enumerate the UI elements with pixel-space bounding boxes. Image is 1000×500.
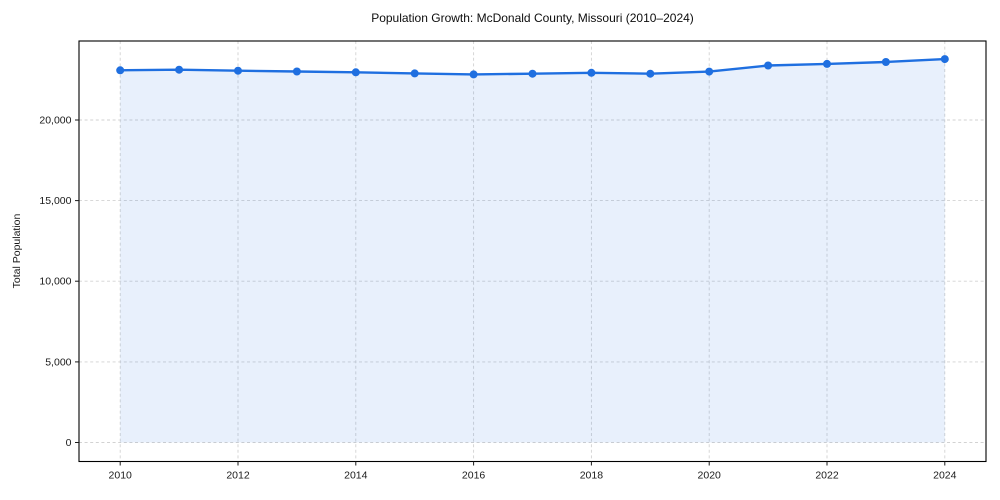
y-tick-label: 10,000 [39, 276, 71, 288]
y-tick-label: 20,000 [39, 115, 71, 127]
data-point-marker [175, 65, 184, 74]
plot-border [78, 40, 987, 463]
area-fill [120, 59, 945, 443]
data-point-marker [234, 66, 242, 75]
data-point-marker [823, 59, 831, 68]
x-tick-label: 2020 [698, 470, 722, 482]
y-tick-label: 15,000 [39, 195, 71, 207]
data-point-marker [587, 68, 596, 77]
y-tick-label: 0 [66, 437, 72, 449]
data-point-marker [116, 66, 125, 75]
data-point-marker [292, 67, 301, 76]
x-tick-label: 2014 [344, 470, 368, 482]
x-tick-label: 2018 [580, 470, 604, 482]
x-tick-label: 2016 [462, 470, 486, 482]
x-tick-label: 2010 [109, 470, 133, 482]
x-tick-label: 2012 [226, 470, 250, 482]
data-point-marker [410, 69, 419, 78]
data-point-marker [646, 69, 655, 78]
x-tick-label: 2024 [933, 470, 957, 482]
data-point-marker [351, 68, 360, 77]
y-tick-label: 5,000 [45, 356, 71, 368]
data-point-marker [469, 70, 478, 79]
data-point-marker [705, 67, 714, 76]
data-point-marker [528, 69, 537, 78]
x-tick-label: 2022 [815, 470, 839, 482]
y-axis-title: Total Population [11, 213, 23, 289]
chart-title: Population Growth: McDonald County, Miss… [371, 11, 694, 25]
data-point-marker [881, 58, 890, 66]
data-point-marker [940, 55, 949, 64]
data-point-marker [764, 61, 773, 70]
